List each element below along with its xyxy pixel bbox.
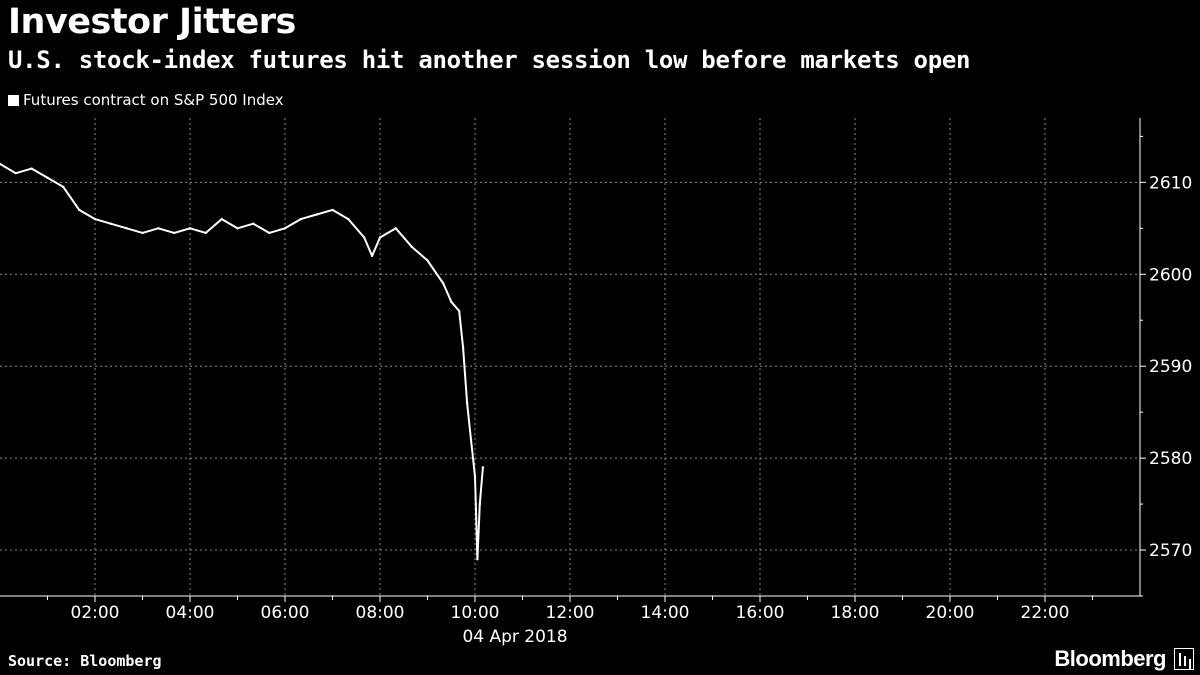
data-point — [465, 401, 469, 405]
data-point — [220, 217, 223, 221]
data-point — [469, 438, 473, 441]
y-tick-label: 2570 — [1149, 541, 1192, 561]
x-tick-label: 16:00 — [736, 603, 785, 623]
data-point — [172, 231, 176, 235]
y-tick-label: 2590 — [1149, 357, 1192, 377]
data-point — [426, 259, 429, 262]
data-point — [46, 176, 49, 179]
series-line — [0, 163, 484, 561]
data-point — [204, 231, 208, 235]
data-point — [93, 217, 97, 221]
x-tick-label: 12:00 — [546, 603, 595, 623]
data-point — [478, 502, 481, 506]
data-point — [331, 208, 334, 212]
y-tick-label: 2600 — [1149, 265, 1192, 285]
data-point — [157, 227, 160, 230]
data-point — [461, 346, 465, 350]
data-point — [442, 282, 445, 285]
data-point — [473, 475, 477, 478]
x-tick-label: 08:00 — [356, 603, 405, 623]
bloomberg-terminal-icon — [1174, 648, 1194, 670]
x-tick-label: 10:00 — [451, 603, 500, 623]
data-point — [370, 254, 374, 258]
x-tick-label: 20:00 — [926, 603, 975, 623]
x-tick-label: 04:00 — [166, 603, 215, 623]
data-point — [378, 236, 382, 239]
data-point — [394, 227, 398, 230]
data-point — [267, 231, 271, 235]
x-tick-label: 06:00 — [261, 603, 310, 623]
chart-subtitle: U.S. stock-index futures hit another ses… — [8, 46, 971, 74]
x-tick-label: 18:00 — [831, 603, 880, 623]
data-point — [283, 227, 287, 230]
legend: Futures contract on S&P 500 Index — [8, 91, 284, 109]
data-point — [476, 558, 479, 561]
data-point — [299, 217, 303, 221]
data-point — [62, 185, 65, 189]
brand-logo: Bloomberg — [1054, 646, 1166, 671]
data-point — [362, 236, 366, 239]
data-point — [410, 245, 413, 248]
data-point — [450, 300, 453, 304]
data-point — [0, 162, 2, 166]
date-label: 04 Apr 2018 — [462, 627, 567, 647]
data-point — [188, 227, 192, 230]
data-point — [236, 227, 239, 230]
data-point — [347, 217, 350, 221]
y-tick-label: 2580 — [1149, 449, 1192, 469]
x-tick-label: 22:00 — [1021, 603, 1070, 623]
legend-swatch — [8, 94, 19, 106]
data-point — [14, 171, 18, 175]
legend-label: Futures contract on S&P 500 Index — [23, 91, 284, 109]
data-point — [77, 208, 81, 212]
source-note: Source: Bloomberg — [8, 652, 162, 670]
x-tick-label: 14:00 — [641, 603, 690, 623]
data-point — [252, 222, 255, 225]
y-tick-label: 2610 — [1149, 173, 1192, 193]
data-point — [125, 227, 128, 230]
data-point — [315, 213, 318, 216]
data-point — [457, 309, 461, 313]
chart-title: Investor Jitters — [8, 2, 296, 42]
data-point — [141, 231, 144, 235]
data-point — [109, 222, 113, 225]
data-point — [481, 466, 485, 469]
x-tick-label: 02:00 — [71, 603, 120, 623]
data-point — [30, 167, 33, 170]
